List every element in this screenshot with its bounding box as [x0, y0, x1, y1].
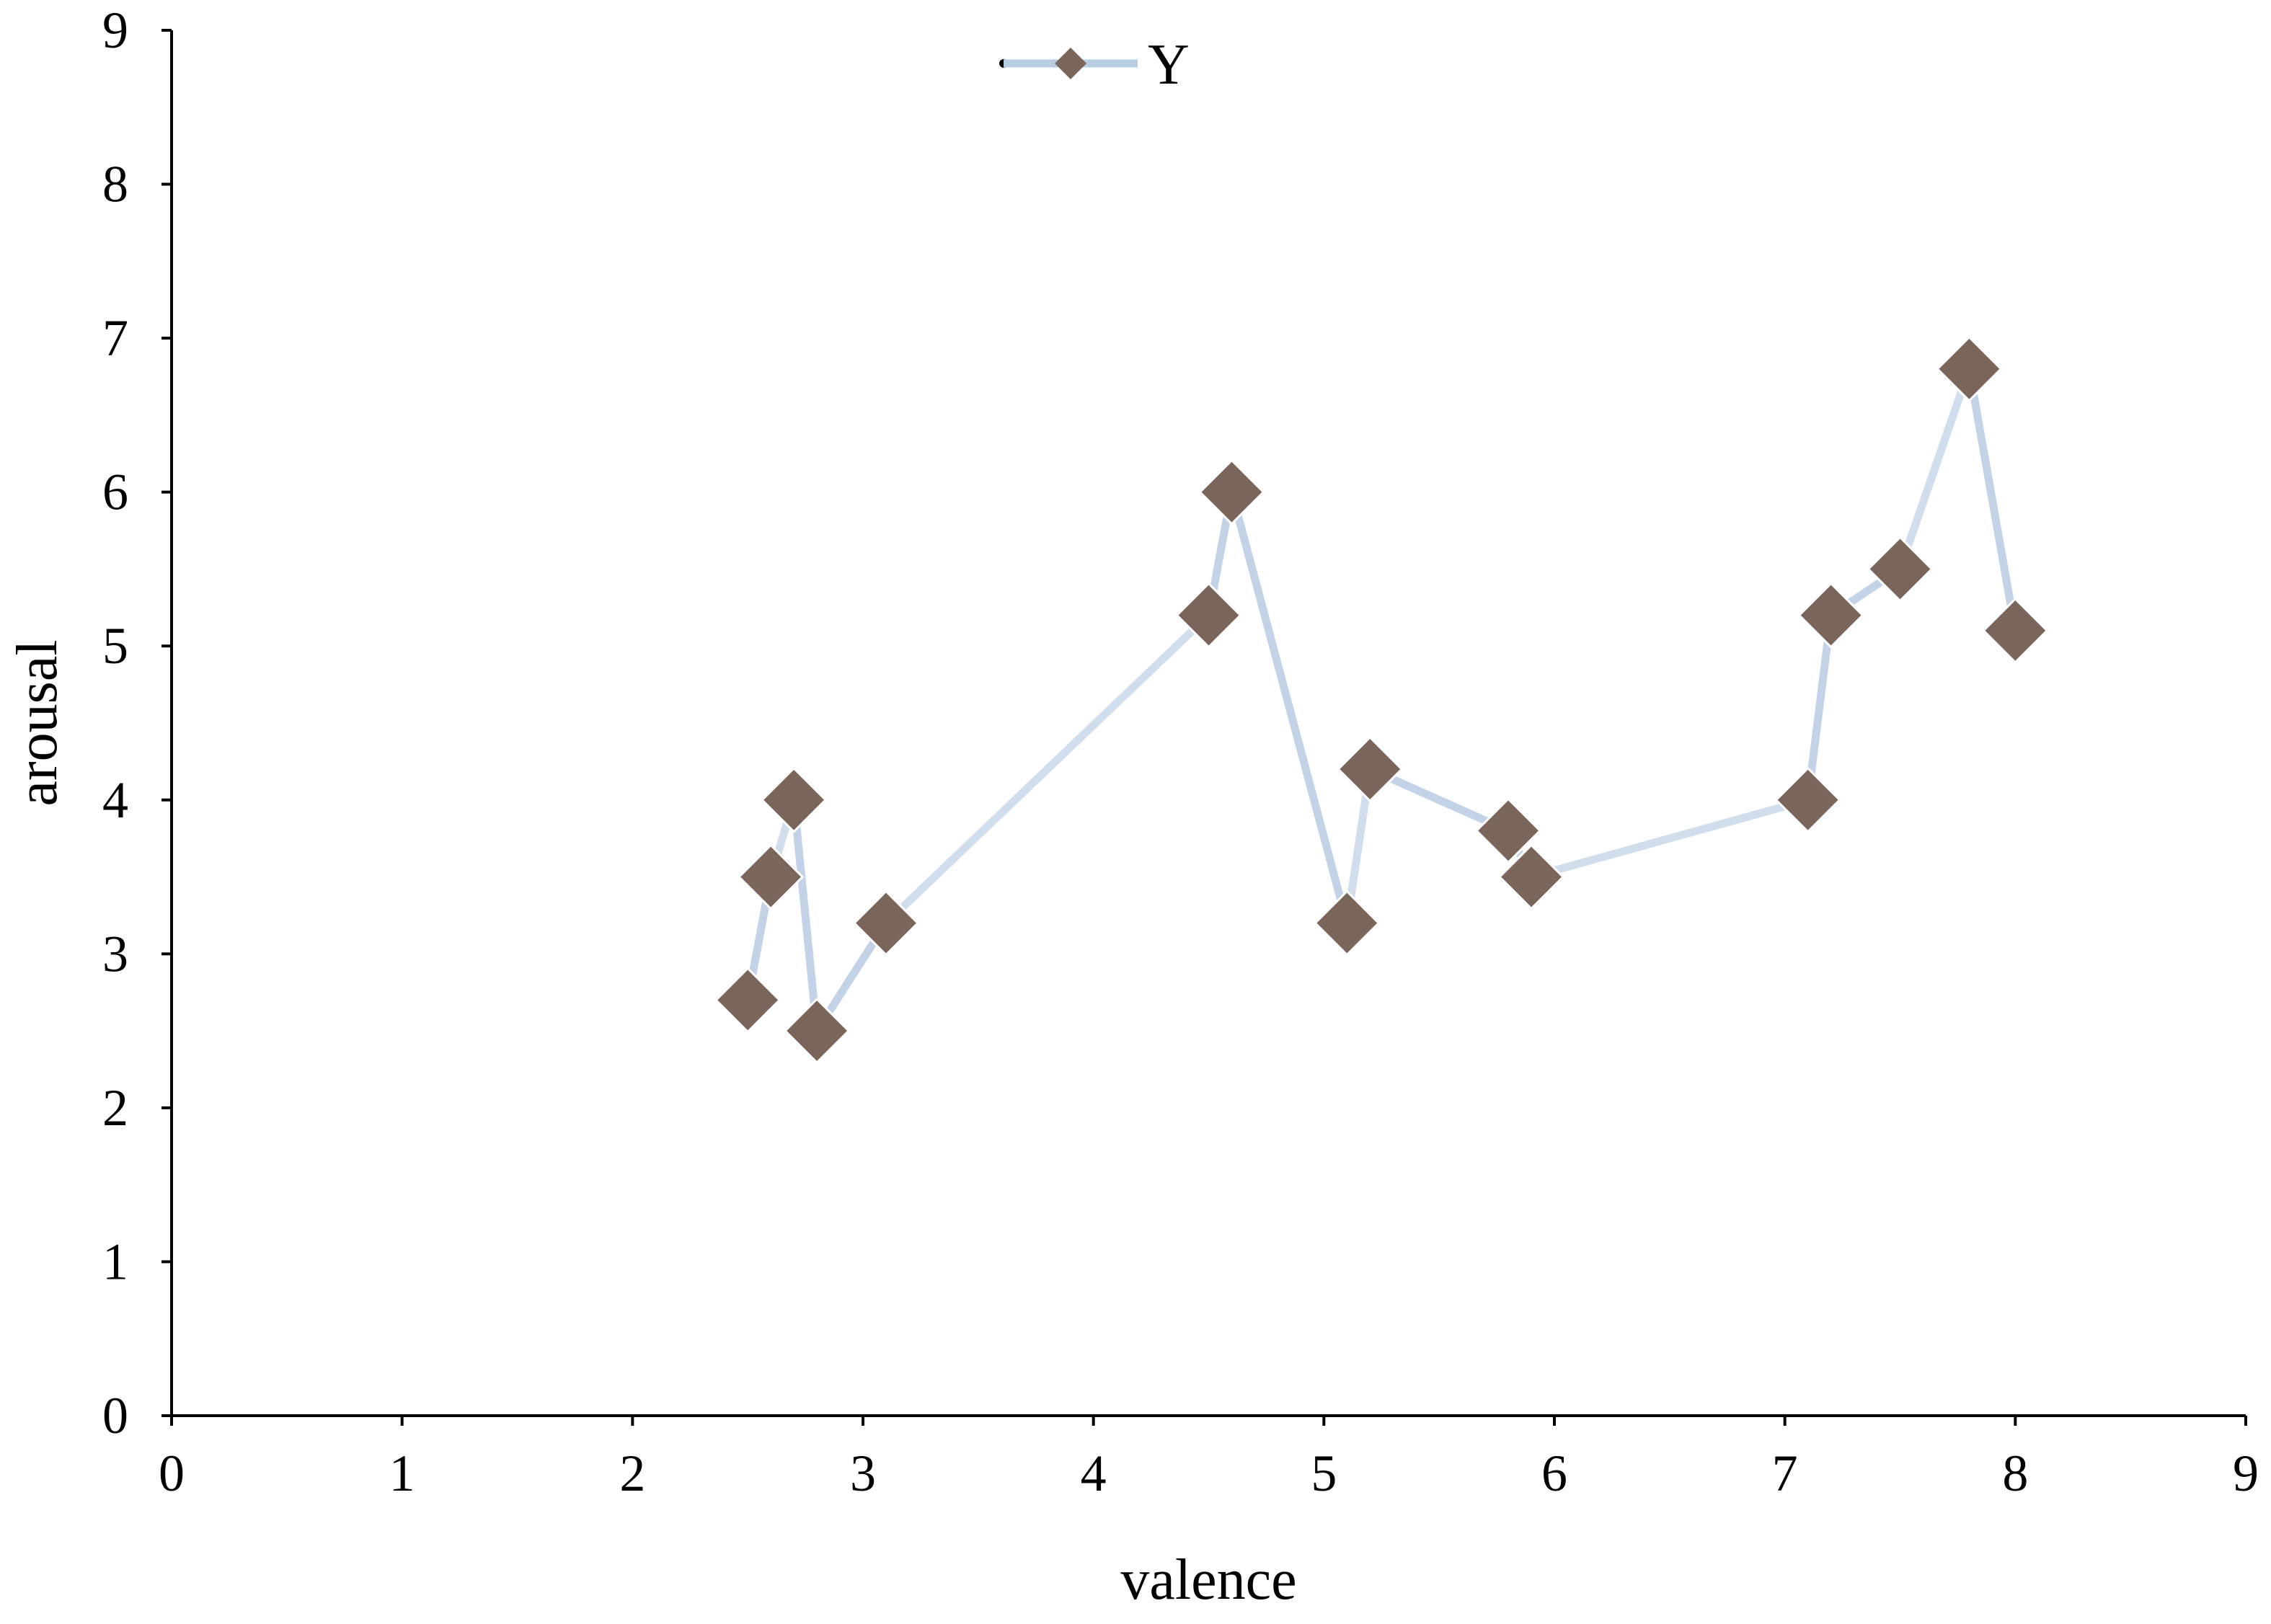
- x-tick-label: 6: [1541, 1445, 1567, 1502]
- series-line-segment: [1527, 796, 1812, 882]
- legend: Y: [999, 33, 1190, 97]
- y-tick-label: 7: [102, 309, 128, 367]
- x-tick-label: 9: [2233, 1445, 2259, 1502]
- y-tick-label: 3: [102, 925, 128, 982]
- data-point-marker: [852, 889, 920, 957]
- data-point-marker: [760, 766, 828, 833]
- series-line-segment: [789, 796, 821, 1035]
- data-point-marker: [1175, 582, 1242, 649]
- data-point-marker: [714, 967, 782, 1034]
- series-line-segment: [882, 611, 1213, 928]
- y-tick-label: 6: [102, 463, 128, 521]
- x-tick-label: 4: [1081, 1445, 1107, 1502]
- x-tick-label: 3: [850, 1445, 876, 1502]
- data-point-marker: [1936, 335, 2003, 402]
- x-tick-label: 0: [159, 1445, 185, 1502]
- data-point-marker: [738, 843, 805, 910]
- data-point-marker: [1198, 458, 1265, 525]
- series-line-segment: [1365, 765, 1513, 835]
- y-tick-label: 1: [102, 1233, 128, 1290]
- data-point-marker: [1474, 797, 1542, 864]
- data-point-marker: [1774, 766, 1841, 833]
- x-tick-label: 5: [1311, 1445, 1337, 1502]
- y-tick-label: 4: [102, 771, 128, 829]
- data-point-marker: [1982, 597, 2049, 664]
- x-tick-label: 2: [619, 1445, 645, 1502]
- data-point-marker: [1337, 735, 1404, 803]
- series-line-segment: [1965, 365, 2019, 635]
- x-tick-label: 7: [1772, 1445, 1798, 1502]
- axes: 0 1 2 3 4 5 6 7 8 9 0 1 2 3 4 5 6 7 8 9: [102, 1, 2259, 1502]
- x-tick-label: 8: [2002, 1445, 2028, 1502]
- data-point-marker: [1314, 889, 1381, 957]
- series-line-segment: [1227, 488, 1351, 928]
- x-axis-title: valence: [1120, 1548, 1296, 1612]
- y-tick-label: 8: [102, 156, 128, 213]
- legend-label: Y: [1148, 33, 1190, 97]
- x-tick-label: 1: [389, 1445, 415, 1502]
- y-tick-label: 5: [102, 617, 128, 675]
- data-point-marker: [1867, 536, 1934, 603]
- data-point-marker: [1497, 843, 1565, 910]
- y-tick-label: 9: [102, 1, 128, 59]
- series-line-segment: [1896, 365, 1973, 573]
- series-line-segment: [1804, 611, 1836, 804]
- series-layer: [714, 335, 2049, 1065]
- legend-marker-swatch: [1055, 48, 1086, 79]
- data-point-marker: [783, 997, 851, 1065]
- y-axis-title: arousal: [6, 639, 69, 806]
- data-point-marker: [1797, 582, 1864, 649]
- y-tick-label: 0: [102, 1387, 128, 1445]
- y-tick-label: 2: [102, 1079, 128, 1137]
